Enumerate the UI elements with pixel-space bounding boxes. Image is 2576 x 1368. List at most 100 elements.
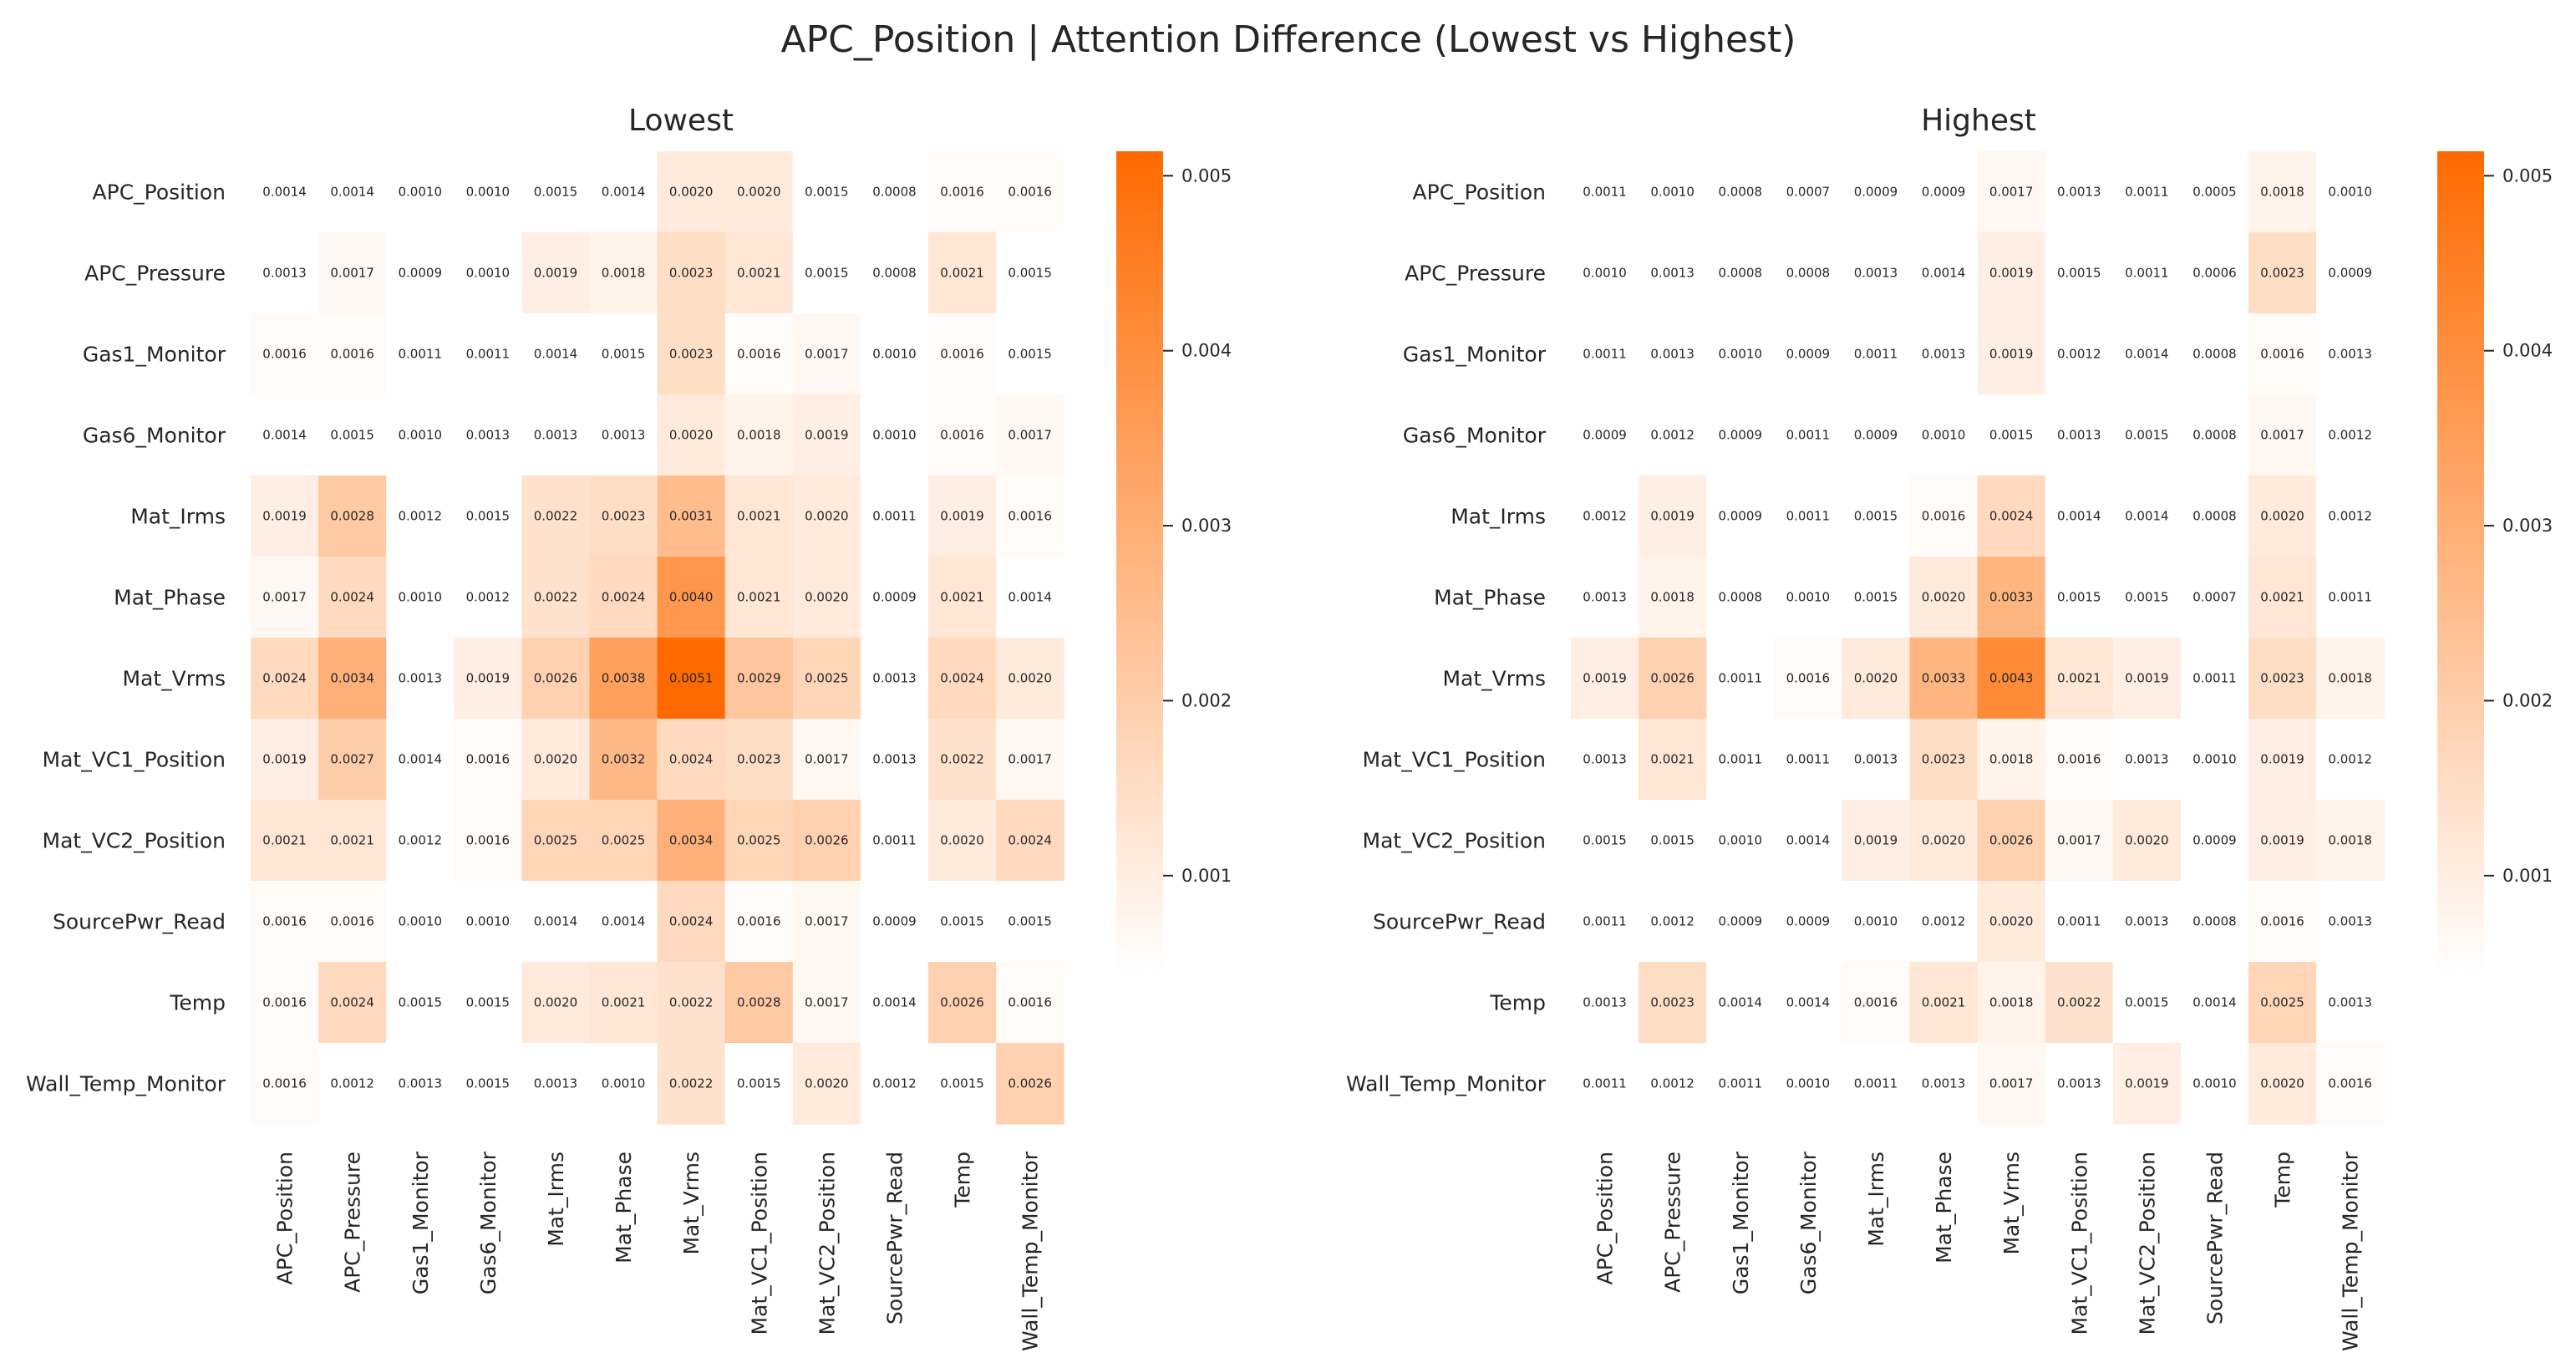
cell-value-label: 0.0010 <box>466 914 511 929</box>
cell-value-label: 0.0011 <box>1583 1076 1627 1091</box>
cell-value-label: 0.0019 <box>1650 509 1694 524</box>
heatmap-cell <box>521 313 590 395</box>
heatmap-cell <box>996 1043 1064 1125</box>
heatmap-cell <box>589 232 658 314</box>
heatmap-cell <box>2112 151 2182 233</box>
heatmap-cell <box>2248 313 2317 395</box>
cell-value-label: 0.0020 <box>669 428 714 443</box>
column-tick-label: Temp <box>2271 1152 2295 1208</box>
cell-value-label: 0.0021 <box>940 266 984 281</box>
heatmap-cell <box>454 313 522 395</box>
cell-value-label: 0.0012 <box>2328 509 2372 524</box>
heatmap-cell <box>1774 1043 1842 1125</box>
heatmap-cell <box>386 313 455 395</box>
cell-value-label: 0.0008 <box>2192 347 2237 362</box>
cell-value-label: 0.0022 <box>2057 995 2101 1010</box>
cell-value-label: 0.0016 <box>262 347 307 362</box>
cell-value-label: 0.0012 <box>466 590 511 605</box>
heatmap-cell <box>318 232 387 314</box>
heatmap-cell <box>2045 962 2114 1044</box>
heatmap-cell <box>2112 638 2182 720</box>
heatmap-cell <box>2180 475 2249 557</box>
cell-value-label: 0.0018 <box>1650 590 1694 605</box>
column-tick-label: Gas1_Monitor <box>409 1151 433 1294</box>
colorbar-tick-label: 0.003 <box>1181 516 1232 536</box>
cell-value-label: 0.0026 <box>1650 671 1694 686</box>
cell-value-label: 0.0010 <box>466 185 511 200</box>
heatmap-cell <box>2112 232 2182 314</box>
heatmap-cell <box>1639 881 1707 963</box>
cell-value-label: 0.0008 <box>1719 185 1763 200</box>
heatmap-cell <box>928 881 997 963</box>
cell-value-label: 0.0015 <box>466 995 511 1010</box>
cell-value-label: 0.0023 <box>1650 995 1694 1010</box>
cell-value-label: 0.0015 <box>2125 590 2169 605</box>
cell-value-label: 0.0015 <box>1650 833 1694 848</box>
cell-value-label: 0.0010 <box>602 1076 646 1091</box>
cell-value-label: 0.0021 <box>330 833 374 848</box>
cell-value-label: 0.0019 <box>1583 671 1627 686</box>
cell-value-label: 0.0020 <box>669 185 714 200</box>
heatmap-cell <box>2316 151 2385 233</box>
cell-value-label: 0.0011 <box>1854 347 1898 362</box>
column-tick-label: Mat_Vrms <box>1999 1152 2024 1255</box>
cell-value-label: 0.0012 <box>872 1076 917 1091</box>
heatmap-cell <box>589 881 658 963</box>
cell-value-label: 0.0015 <box>1583 833 1627 848</box>
cell-value-label: 0.0023 <box>669 266 714 281</box>
column-tick-label: Wall_Temp_Monitor <box>1019 1151 1043 1351</box>
heatmap-cell <box>251 881 319 963</box>
heatmap-cell <box>1977 719 2046 801</box>
column-tick-label: APC_Position <box>1593 1152 1618 1284</box>
heatmap-cell <box>996 313 1064 395</box>
heatmap-cell <box>1977 232 2046 314</box>
cell-value-label: 0.0024 <box>262 671 307 686</box>
heatmap-cell <box>996 151 1064 233</box>
cell-value-label: 0.0033 <box>1922 671 1966 686</box>
heatmap-cell <box>792 394 861 476</box>
heatmap-cell <box>2045 719 2114 801</box>
heatmap-cell <box>1571 557 1639 638</box>
heatmap-cell <box>2180 151 2249 233</box>
heatmap-cell <box>589 800 658 882</box>
cell-value-label: 0.0043 <box>1989 671 2034 686</box>
heatmap-cell <box>1639 800 1707 882</box>
heatmap-cell <box>860 557 929 638</box>
heatmap-cell <box>657 1043 726 1125</box>
heatmap-cell <box>2316 232 2385 314</box>
heatmap-cell <box>2180 313 2249 395</box>
heatmap-cell <box>928 475 997 557</box>
cell-value-label: 0.0011 <box>2328 590 2372 605</box>
row-tick-label: Mat_Irms <box>1451 505 1546 529</box>
cell-value-label: 0.0012 <box>399 833 443 848</box>
cell-value-label: 0.0014 <box>2192 995 2237 1010</box>
heatmap-cell <box>996 719 1064 801</box>
cell-value-label: 0.0011 <box>1786 752 1831 767</box>
heatmap-cell <box>521 557 590 638</box>
heatmap-cell <box>1774 394 1842 476</box>
cell-value-label: 0.0026 <box>940 995 984 1010</box>
cell-value-label: 0.0018 <box>1989 995 2034 1010</box>
cell-value-label: 0.0011 <box>2125 185 2169 200</box>
column-tick-label: APC_Pressure <box>341 1152 365 1293</box>
heatmap-cell <box>1571 394 1639 476</box>
heatmap-cell <box>386 719 455 801</box>
heatmap-cell <box>657 475 726 557</box>
cell-value-label: 0.0020 <box>805 590 849 605</box>
cell-value-label: 0.0022 <box>669 1076 714 1091</box>
cell-value-label: 0.0009 <box>1583 428 1627 443</box>
heatmap-cell <box>386 800 455 882</box>
heatmap-cell <box>1909 313 1979 395</box>
cell-value-label: 0.0016 <box>737 347 781 362</box>
heatmap-cell <box>1774 800 1842 882</box>
cell-value-label: 0.0019 <box>2125 1076 2169 1091</box>
cell-value-label: 0.0024 <box>940 671 984 686</box>
cell-value-label: 0.0005 <box>2192 185 2237 200</box>
cell-value-label: 0.0011 <box>2057 914 2101 929</box>
heatmap-cell <box>386 151 455 233</box>
heatmap-cell <box>2112 962 2182 1044</box>
heatmap-cell <box>1842 232 1910 314</box>
cell-value-label: 0.0023 <box>2260 671 2304 686</box>
heatmap-cell <box>1706 151 1775 233</box>
heatmap-cell <box>2112 719 2182 801</box>
